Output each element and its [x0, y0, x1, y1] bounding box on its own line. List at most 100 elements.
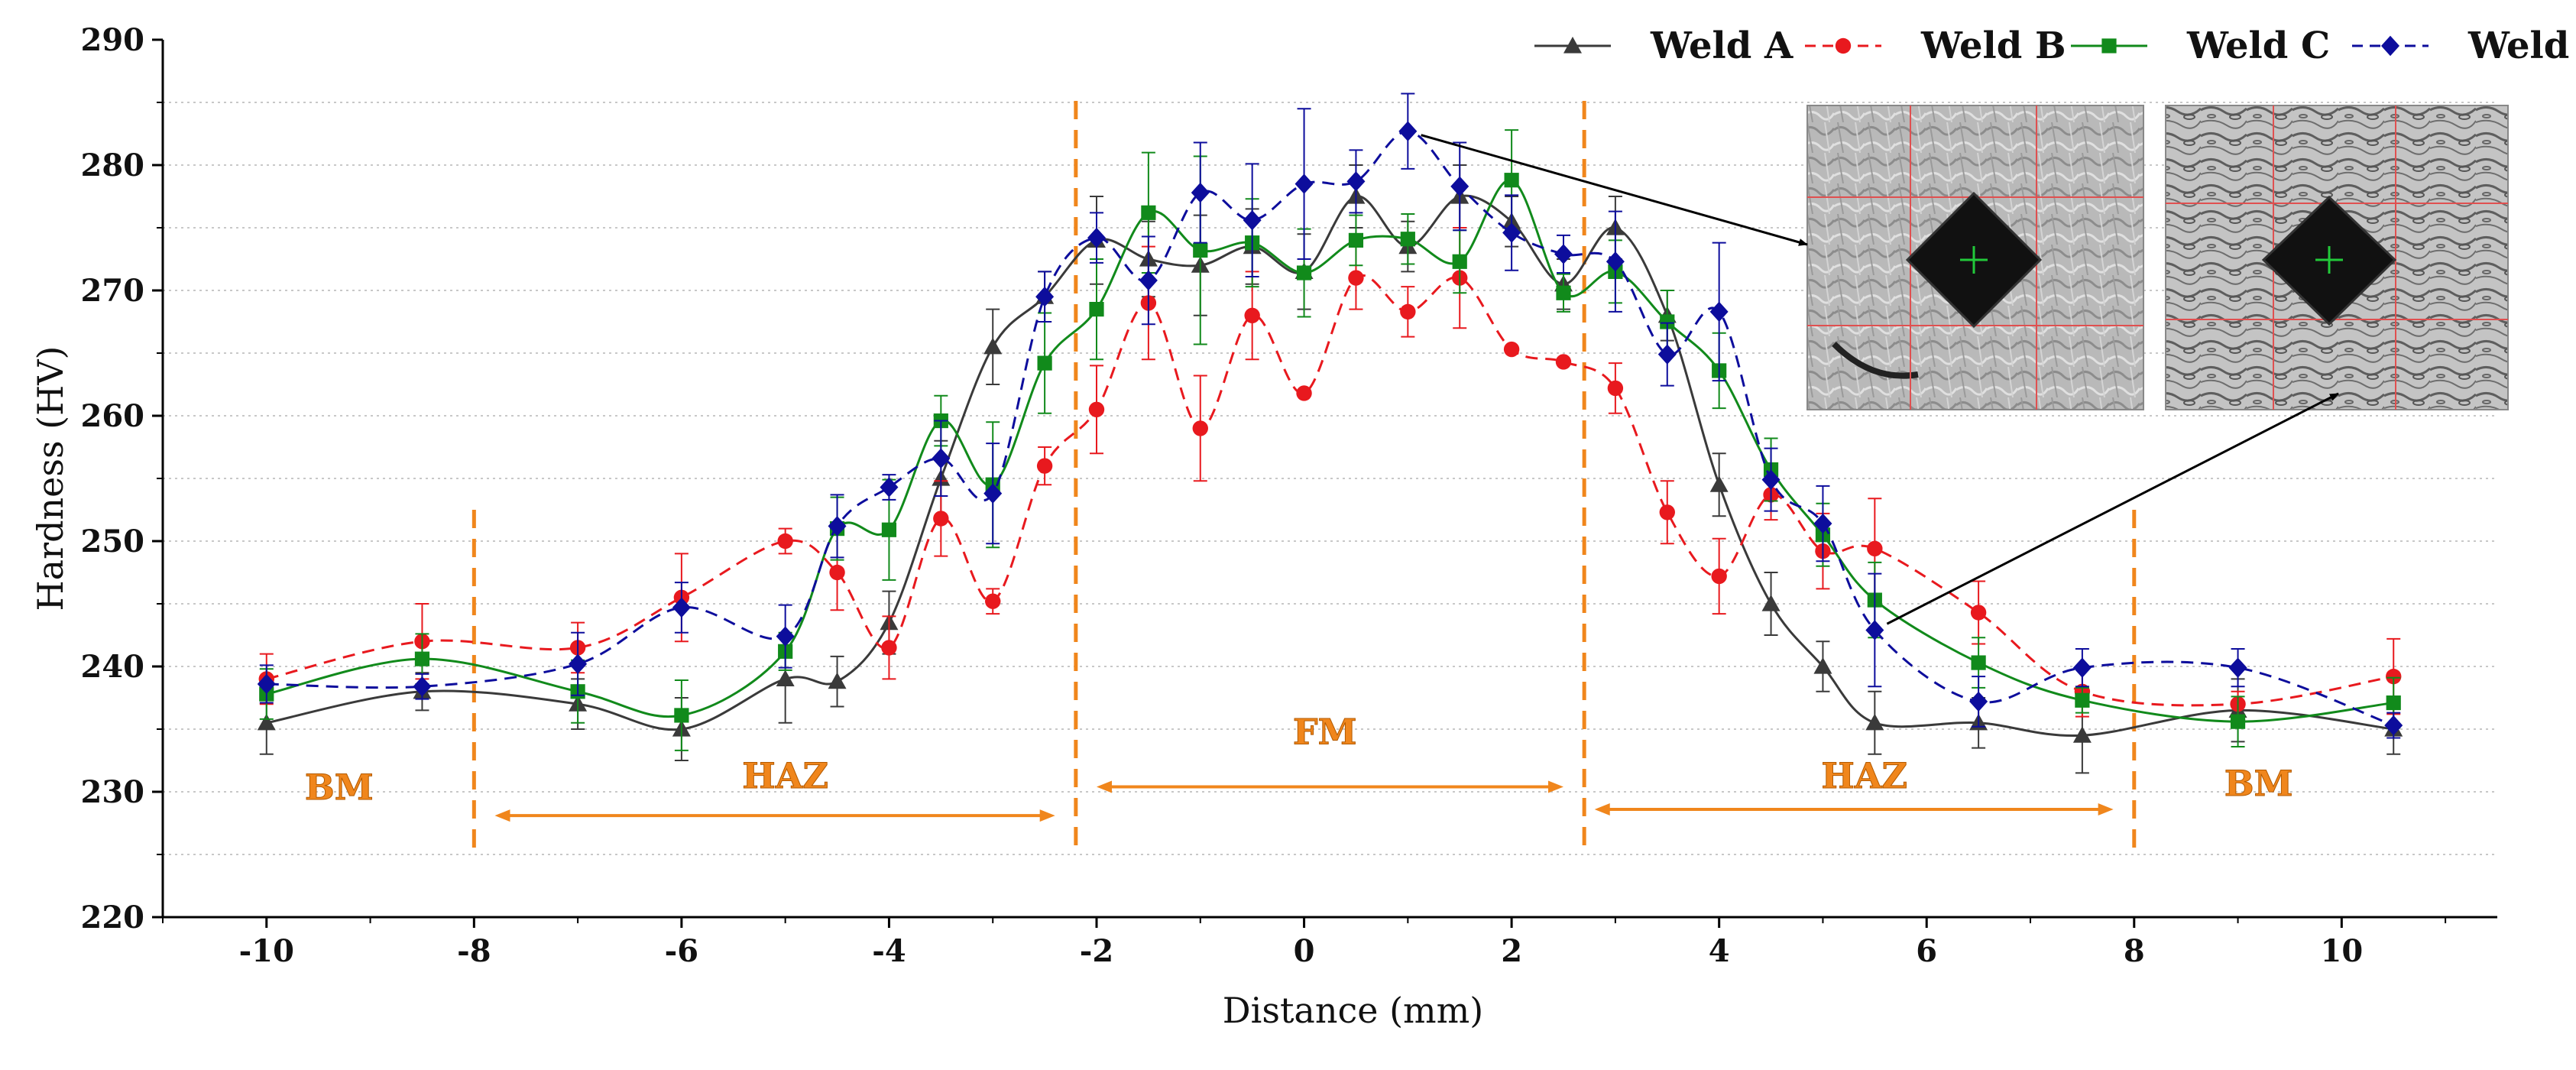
- region-boundaries: [471, 101, 2137, 848]
- legend-item-weld-a: Weld A: [1534, 24, 1793, 67]
- x-tick-label: 0: [1294, 933, 1315, 969]
- data-point: [672, 597, 691, 618]
- x-tick-label: 8: [2124, 933, 2145, 969]
- data-point: [1244, 307, 1260, 323]
- region-label-bm: BM: [305, 767, 374, 808]
- data-point: [1141, 205, 1156, 220]
- x-tick-label: -6: [665, 933, 698, 969]
- data-point: [1089, 302, 1104, 317]
- data-point: [1036, 458, 1053, 474]
- data-point: [1555, 354, 1572, 370]
- data-point: [414, 651, 430, 666]
- data-point: [1657, 344, 1677, 365]
- region-arrowhead-left: [494, 809, 510, 822]
- data-point: [1503, 341, 1520, 358]
- data-point: [1191, 182, 1210, 203]
- data-point: [983, 483, 1003, 504]
- region-arrowhead-right: [1548, 780, 1563, 793]
- data-point: [829, 564, 845, 581]
- data-point: [880, 477, 899, 498]
- data-point: [776, 670, 795, 686]
- axes: 220 230 240 250 260 270 280 290 -10 -8 -6 -4 -2 0 2 4 6 8…: [30, 22, 2497, 1031]
- region-label-haz: HAZ: [1821, 755, 1907, 796]
- data-point: [881, 522, 897, 537]
- data-point: [881, 640, 897, 656]
- data-point: [2072, 657, 2092, 678]
- legend-item-weld-d: Weld D: [2352, 24, 2576, 67]
- data-point: [1294, 173, 1314, 194]
- data-point: [1554, 244, 1573, 264]
- data-point: [828, 516, 847, 537]
- region-arrowhead-right: [1039, 809, 1055, 822]
- y-axis-title: Hardness (HV): [30, 346, 71, 611]
- series-line: [266, 130, 2394, 727]
- x-tick-label: 6: [1916, 933, 1937, 969]
- legend-item-weld-b: Weld B: [1805, 24, 2066, 67]
- data-point: [1192, 420, 1208, 436]
- region-arrowhead-right: [2098, 802, 2114, 815]
- data-point: [933, 511, 949, 527]
- x-tick-label: -10: [239, 933, 294, 969]
- data-point: [776, 626, 795, 647]
- legend-label: Weld B: [1920, 24, 2066, 67]
- data-point: [1865, 713, 1884, 731]
- data-point: [1504, 173, 1519, 188]
- y-tick-label: 260: [81, 398, 145, 434]
- data-point: [1139, 270, 1158, 291]
- data-point: [1709, 475, 1729, 492]
- data-point: [1243, 209, 1262, 231]
- data-point: [1969, 691, 1988, 712]
- data-point: [1037, 355, 1052, 371]
- data-point: [1971, 655, 1986, 670]
- data-point: [2386, 695, 2401, 711]
- data-point: [257, 673, 276, 695]
- x-tick-label: 2: [1501, 933, 1522, 969]
- data-point: [1193, 242, 1208, 258]
- data-point: [1400, 232, 1415, 247]
- legend-label: Weld C: [2186, 24, 2330, 67]
- micrograph-haz: [2165, 105, 2509, 410]
- data-point: [932, 448, 951, 469]
- region-label-bm: BM: [2224, 763, 2293, 804]
- data-point: [413, 676, 432, 697]
- data-point: [2230, 714, 2246, 729]
- data-point: [1452, 254, 1467, 269]
- data-point: [1296, 265, 1312, 280]
- region-labels: BM HAZ FM HAZ BM: [304, 711, 2293, 822]
- callout-arrow: [1886, 392, 2339, 625]
- data-point: [1346, 171, 1366, 192]
- data-point: [2228, 657, 2247, 678]
- x-tick-label: 10: [2320, 933, 2363, 969]
- legend-marker: [2101, 38, 2117, 54]
- region-arrowhead-left: [1594, 802, 1610, 815]
- data-point: [1348, 270, 1364, 286]
- y-tick-label: 290: [81, 22, 145, 58]
- data-point: [1867, 540, 1883, 557]
- data-point: [1660, 314, 1675, 329]
- region-arrowhead-left: [1097, 780, 1112, 793]
- data-point: [1813, 657, 1832, 674]
- data-point: [1970, 605, 1987, 621]
- data-point: [1348, 232, 1364, 248]
- y-tick-label: 220: [81, 900, 145, 935]
- data-point: [2384, 715, 2403, 736]
- data-point: [1398, 121, 1418, 141]
- data-point: [569, 653, 588, 674]
- series-weld-b: [258, 227, 2402, 718]
- data-point: [1087, 227, 1106, 248]
- inset-callout-arrows: [1421, 134, 2339, 625]
- data-series: [257, 92, 2403, 774]
- x-tick-label: -8: [457, 933, 491, 969]
- region-label-haz: HAZ: [742, 755, 828, 796]
- legend-marker: [2381, 35, 2399, 57]
- legend-label: Weld D: [2467, 24, 2576, 67]
- data-point: [1865, 620, 1884, 640]
- data-point: [1659, 504, 1675, 520]
- callout-arrow: [1421, 134, 1808, 246]
- data-point: [1088, 401, 1105, 417]
- data-point: [2072, 726, 2092, 743]
- data-point: [1709, 301, 1729, 323]
- x-tick-label: 4: [1709, 933, 1730, 969]
- data-point: [674, 708, 689, 723]
